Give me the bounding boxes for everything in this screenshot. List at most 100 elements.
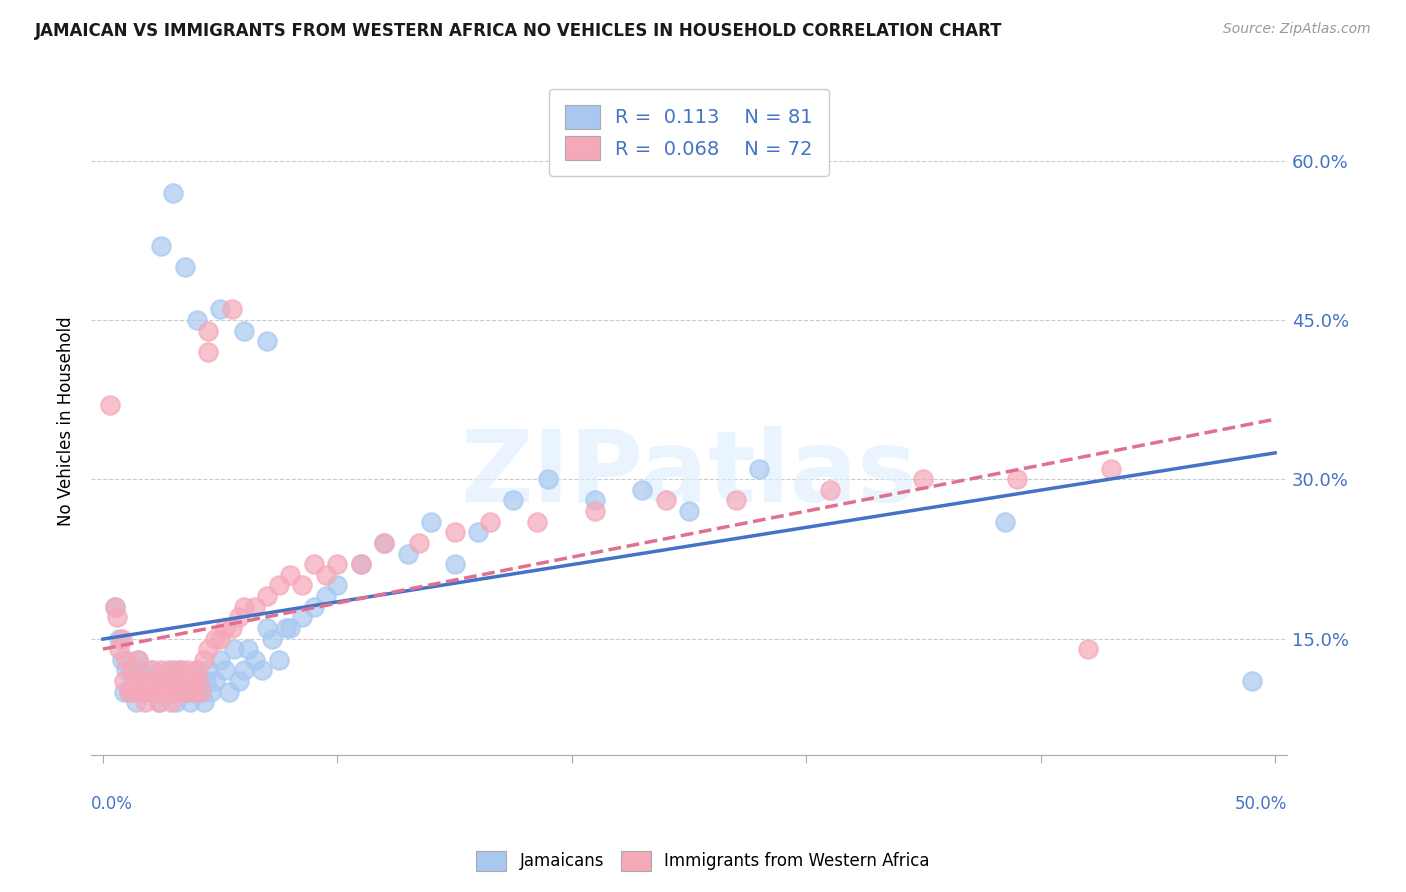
Point (111, 653, 134, 667)
Point (583, 504, 606, 518)
Point (153, 684, 176, 698)
Point (1240, 673, 1263, 688)
Point (115, 653, 138, 667)
Point (98, 398, 121, 412)
Point (267, 653, 290, 667)
Point (125, 673, 148, 688)
Point (190, 684, 212, 698)
Point (169, 664, 191, 678)
Point (209, 653, 232, 667)
Point (183, 684, 205, 698)
Point (209, 302, 232, 317)
Point (127, 653, 149, 667)
Point (1077, 642, 1099, 657)
Legend: R =  0.113    N = 81, R =  0.068    N = 72: R = 0.113 N = 81, R = 0.068 N = 72 (550, 89, 828, 176)
Point (167, 673, 190, 688)
Point (678, 504, 700, 518)
Text: 0.0%: 0.0% (91, 796, 134, 814)
Point (197, 324, 219, 338)
Point (443, 558, 465, 572)
Point (108, 642, 131, 657)
Point (232, 324, 254, 338)
Point (162, 684, 184, 698)
Point (245, 653, 267, 667)
Point (155, 673, 177, 688)
Point (193, 695, 215, 709)
Point (420, 515, 443, 529)
Point (141, 664, 163, 678)
Point (526, 515, 548, 529)
Point (267, 578, 290, 592)
Point (214, 621, 236, 635)
Point (127, 653, 149, 667)
Point (274, 621, 297, 635)
Point (155, 673, 177, 688)
Point (179, 684, 201, 698)
Point (502, 493, 524, 508)
Point (197, 664, 219, 678)
Point (181, 673, 204, 688)
Point (260, 632, 283, 646)
Text: Source: ZipAtlas.com: Source: ZipAtlas.com (1223, 22, 1371, 37)
Point (174, 260, 197, 274)
Point (120, 664, 142, 678)
Point (118, 684, 141, 698)
Point (174, 673, 197, 688)
Point (724, 493, 747, 508)
Text: 50.0%: 50.0% (1234, 796, 1286, 814)
Point (326, 558, 349, 572)
Point (174, 673, 197, 688)
Point (146, 684, 169, 698)
Point (197, 344, 219, 359)
Point (583, 493, 606, 508)
Point (148, 695, 170, 709)
Point (1099, 461, 1122, 475)
Point (122, 684, 145, 698)
Point (136, 673, 159, 688)
Y-axis label: No Vehicles in Household: No Vehicles in Household (58, 316, 75, 525)
Point (912, 472, 935, 486)
Point (228, 673, 250, 688)
Point (141, 664, 163, 678)
Point (218, 684, 240, 698)
Point (111, 632, 134, 646)
Legend: Jamaicans, Immigrants from Western Africa: Jamaicans, Immigrants from Western Afric… (468, 842, 938, 880)
Point (122, 673, 145, 688)
Point (183, 684, 205, 698)
Point (143, 673, 166, 688)
Point (245, 599, 267, 614)
Point (129, 664, 152, 678)
Point (112, 673, 135, 688)
Point (994, 515, 1017, 529)
Point (165, 684, 187, 698)
Point (193, 653, 215, 667)
Point (120, 664, 142, 678)
Point (153, 673, 176, 688)
Point (104, 599, 127, 614)
Point (162, 186, 184, 200)
Point (157, 684, 180, 698)
Point (176, 664, 198, 678)
Point (256, 334, 278, 349)
Text: ZIPatlas: ZIPatlas (461, 425, 918, 523)
Point (537, 472, 560, 486)
Point (443, 525, 465, 540)
Point (108, 632, 131, 646)
Point (373, 536, 395, 550)
Point (291, 578, 314, 592)
Point (654, 493, 676, 508)
Point (134, 695, 156, 709)
Point (228, 610, 250, 624)
Point (139, 684, 162, 698)
Point (134, 673, 156, 688)
Point (176, 684, 198, 698)
Point (408, 536, 430, 550)
Point (118, 684, 141, 698)
Point (136, 684, 159, 698)
Point (252, 664, 274, 678)
Point (150, 664, 173, 678)
Point (467, 525, 489, 540)
Point (221, 621, 243, 635)
Point (204, 673, 226, 688)
Point (190, 684, 212, 698)
